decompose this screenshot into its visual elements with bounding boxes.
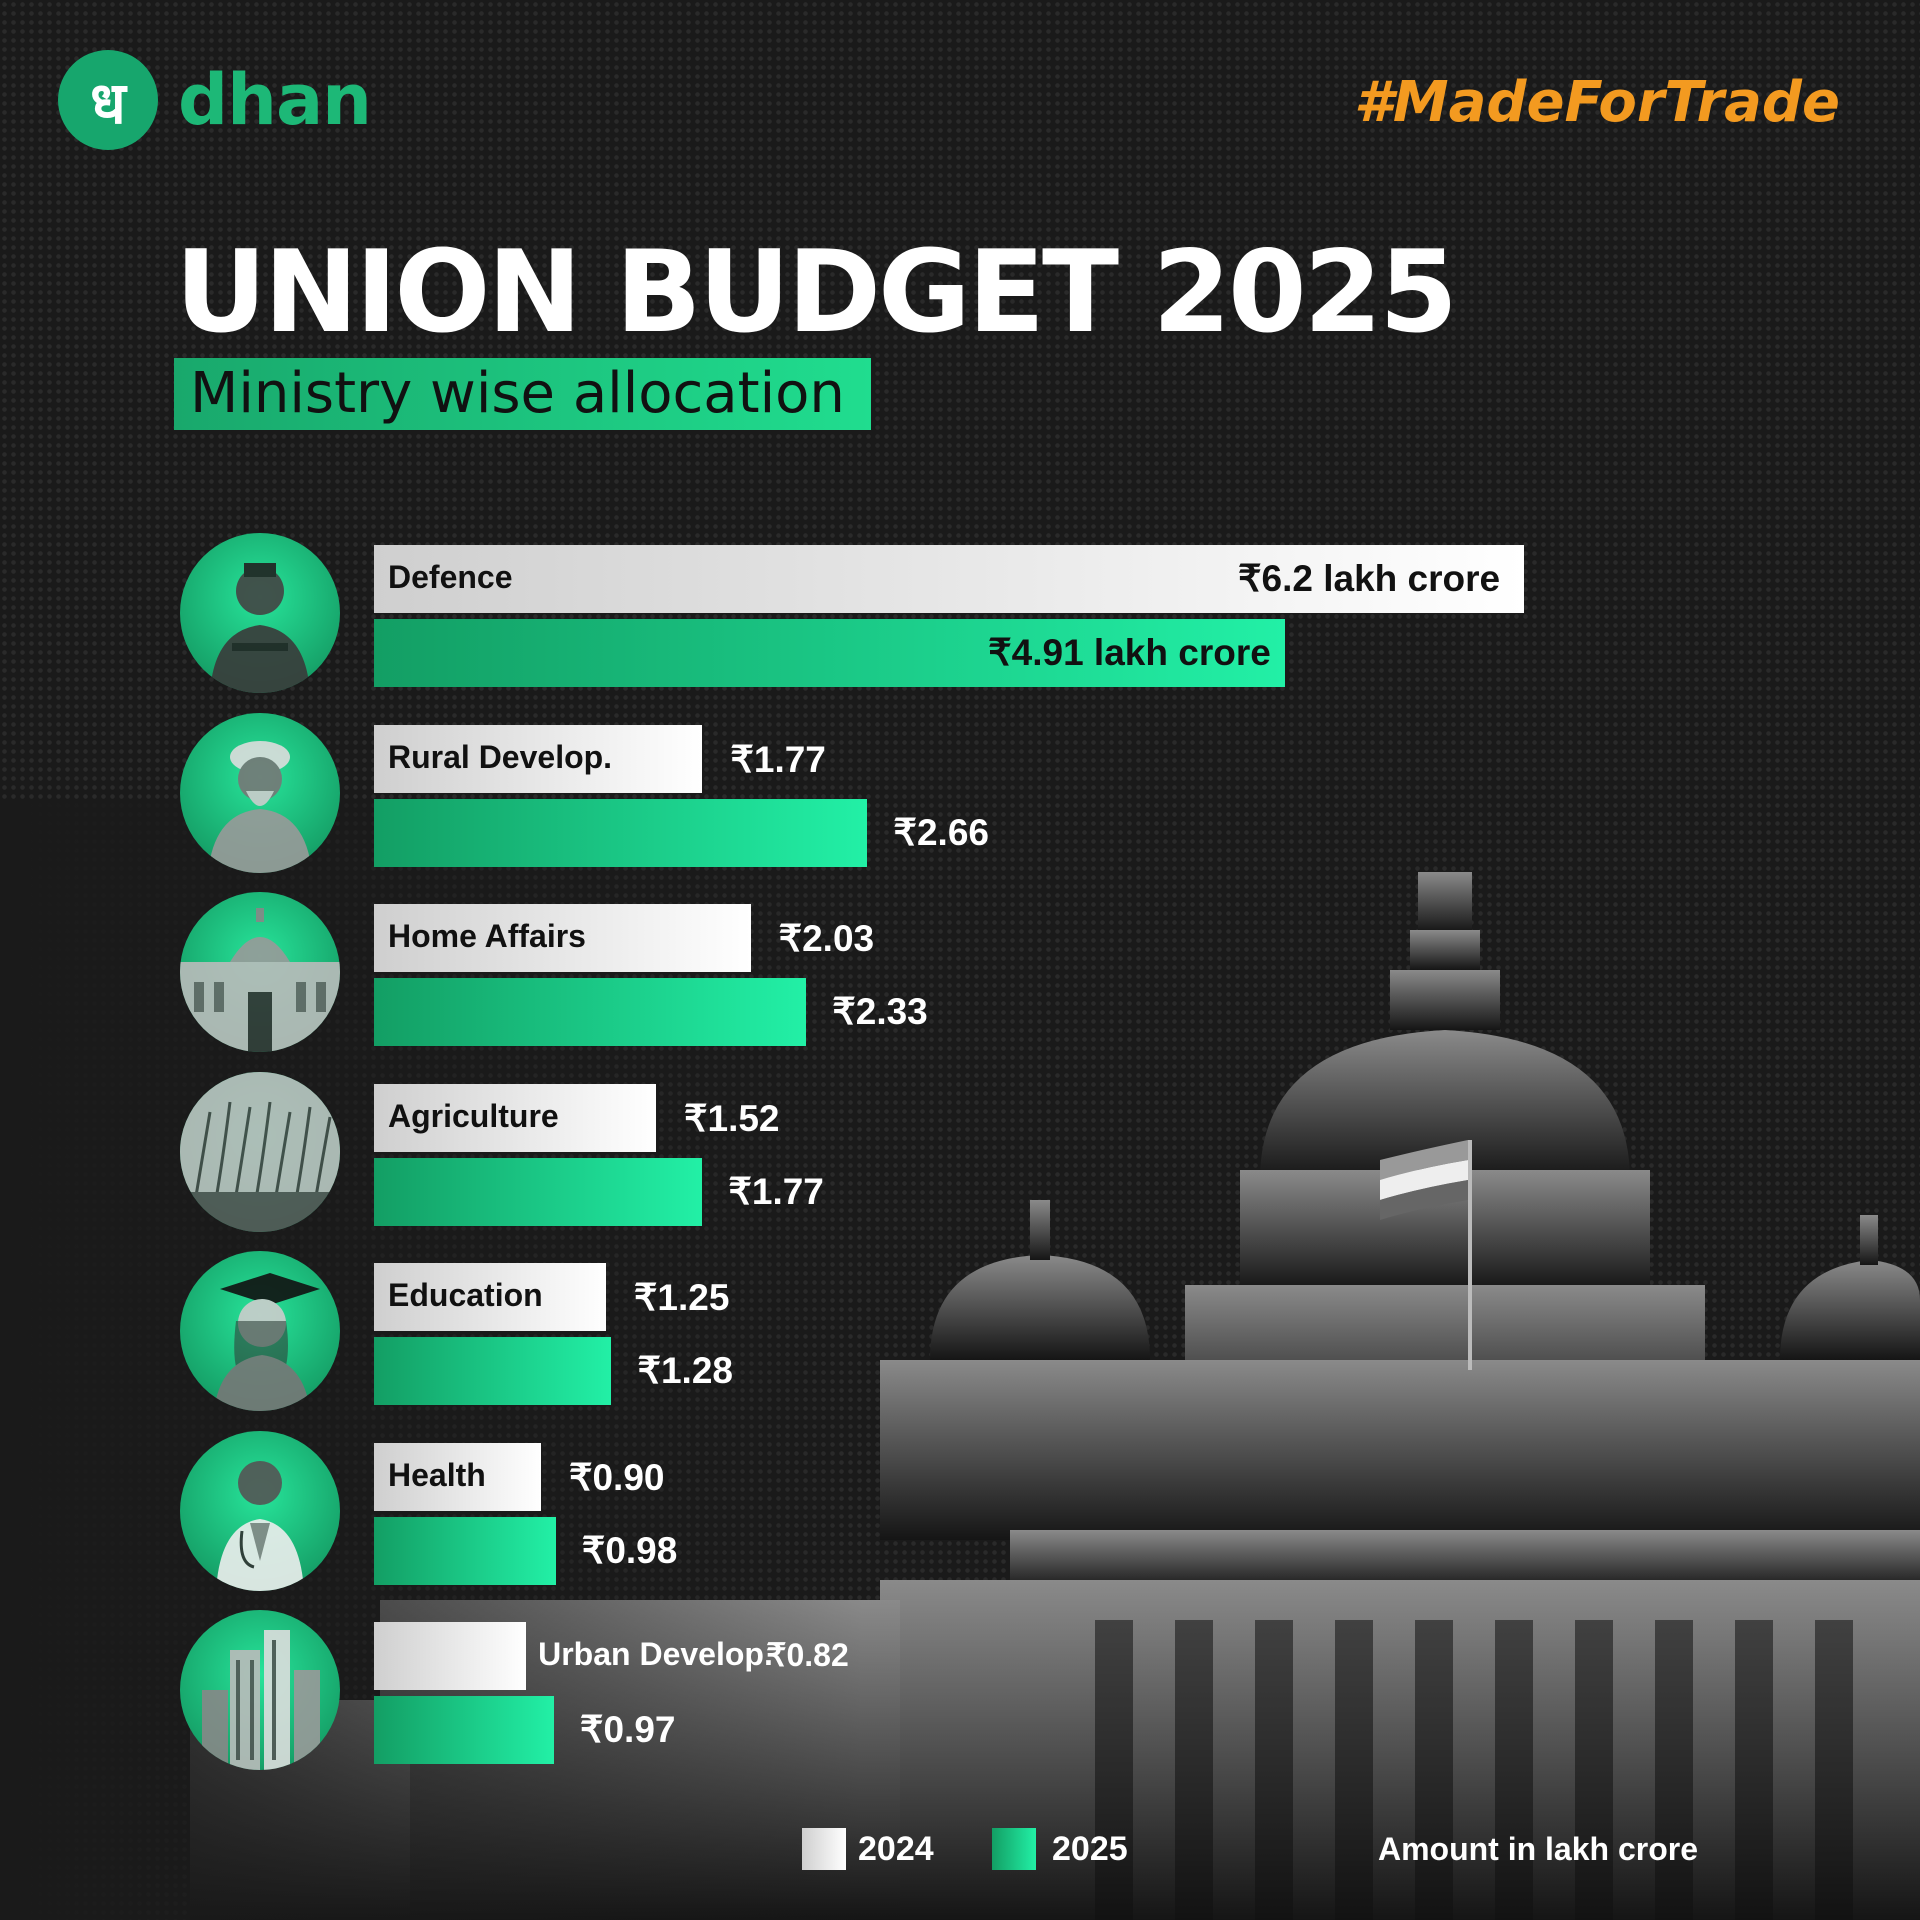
avatar-agriculture (180, 1071, 340, 1232)
value-label-2025: ₹2.33 (832, 991, 928, 1032)
value-label-2025: ₹1.77 (728, 1170, 824, 1212)
bar-2025-home-affairs (374, 978, 807, 1046)
value-label-2024: ₹0.90 (568, 1456, 665, 1498)
category-label: Defence (388, 559, 513, 595)
bar-2024-rural-develop (374, 724, 703, 793)
legend-swatch-2025 (992, 1828, 1036, 1870)
hashtag: #MadeForTrade (1353, 70, 1840, 135)
bar-2024-agriculture (374, 1083, 656, 1152)
category-label: Health (388, 1456, 486, 1493)
avatar-education (180, 1251, 340, 1411)
soldier-portrait-icon (180, 533, 340, 693)
unit-note: Amount in lakh crore (1377, 1831, 1698, 1867)
parliament-building-icon (180, 892, 340, 1052)
category-label: Education (388, 1277, 543, 1313)
value-label-2024: ₹1.52 (683, 1097, 780, 1139)
bar-2025-defence (374, 619, 1285, 687)
bar-2024-education (374, 1263, 606, 1331)
logo-glyph: ध (90, 68, 126, 137)
value-label-2024: ₹1.77 (730, 738, 826, 780)
dhan-logo-icon: ध (58, 50, 158, 150)
bar-2024-health (374, 1442, 541, 1511)
city-skyscrapers-icon (180, 1610, 340, 1770)
value-label-2025: ₹0.98 (581, 1529, 678, 1571)
doctor-portrait-icon (180, 1431, 340, 1591)
value-label-2024: ₹1.25 (633, 1277, 730, 1318)
wheat-field-icon (180, 1071, 340, 1232)
bar-2024-home-affairs (374, 904, 751, 972)
value-label-2025: ₹1.28 (637, 1350, 733, 1391)
avatar-home-affairs (180, 892, 340, 1052)
value-label-2024: ₹0.82 (766, 1637, 849, 1673)
category-label: Urban Develop. (538, 1636, 773, 1672)
value-label-2024: ₹6.2 lakh crore (1237, 558, 1501, 599)
brand-name: dhan (178, 59, 372, 141)
avatar-health (180, 1430, 340, 1591)
category-label: Home Affairs (388, 918, 586, 954)
bar-2024-defence (374, 545, 1525, 613)
legend-label-2024: 2024 (858, 1830, 934, 1868)
legend-swatch-2024 (802, 1828, 846, 1870)
farmer-portrait-icon (180, 713, 340, 873)
avatar-urban-develop (180, 1610, 340, 1770)
category-label: Agriculture (388, 1097, 559, 1134)
page-subtitle: Ministry wise allocation (174, 358, 871, 430)
bar-2024-urban-develop (374, 1622, 527, 1690)
value-label-2024: ₹2.03 (778, 918, 875, 959)
page-title: UNION BUDGET 2025 (175, 226, 1458, 358)
bar-2025-agriculture (374, 1157, 703, 1226)
value-label-2025: ₹0.97 (579, 1709, 676, 1750)
avatar-defence (180, 533, 340, 693)
bar-2025-health (374, 1516, 556, 1585)
bar-2025-urban-develop (374, 1696, 554, 1764)
bar-2025-rural-develop (374, 798, 868, 867)
avatar-rural-develop (180, 712, 340, 873)
bar-2025-education (374, 1337, 612, 1405)
legend-label-2025: 2025 (1052, 1830, 1128, 1868)
value-label-2025: ₹2.66 (893, 811, 989, 853)
category-label: Rural Develop. (388, 738, 613, 775)
value-label-2025: ₹4.91 lakh crore (988, 632, 1271, 673)
graduate-student-icon (180, 1251, 340, 1411)
